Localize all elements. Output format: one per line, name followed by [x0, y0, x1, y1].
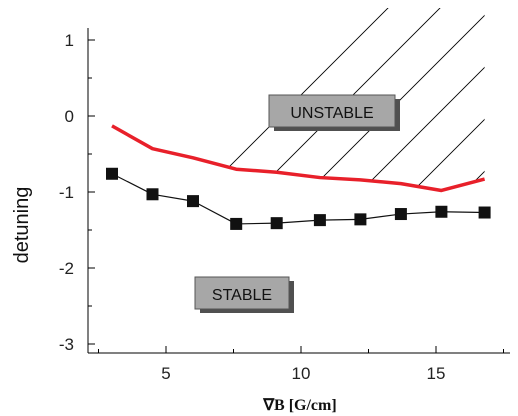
stable-label-box: STABLE	[194, 276, 294, 313]
y-tick-label: 0	[65, 107, 74, 126]
measured-data-line	[111, 173, 485, 225]
hatch-line	[135, 8, 485, 191]
hatch-line	[98, 8, 485, 191]
data-point-marker	[270, 217, 283, 230]
unstable-label-box: UNSTABLE	[268, 94, 400, 131]
data-point-marker	[313, 214, 326, 227]
x-tick-label: 5	[161, 364, 170, 383]
y-tick-label: -3	[59, 335, 74, 354]
data-point-marker	[187, 195, 199, 208]
data-series	[106, 124, 491, 230]
x-tick-label: 10	[292, 364, 311, 383]
stable-label: STABLE	[212, 287, 272, 304]
unstable-label: UNSTABLE	[290, 105, 373, 122]
data-point-marker	[478, 206, 491, 219]
hatch-line	[239, 8, 485, 191]
x-tick-label: 15	[427, 364, 446, 383]
data-point-marker	[230, 217, 243, 230]
hatch-line	[187, 8, 485, 191]
stability-boundary-line	[111, 124, 486, 193]
hatch-line	[500, 0, 518, 416]
data-point-marker	[106, 167, 118, 180]
hatch-line	[395, 8, 485, 191]
y-axis-title: detuning	[11, 187, 33, 264]
y-tick-label: 1	[65, 31, 74, 50]
x-axis-title: ∇B [G/cm]	[262, 397, 336, 414]
data-point-marker	[435, 205, 448, 218]
data-point-marker	[354, 213, 367, 226]
hatch-line	[98, 8, 449, 191]
data-point-marker	[394, 208, 407, 221]
hatch-line	[98, 8, 397, 191]
y-tick-label: -2	[59, 259, 74, 278]
y-tick-label: -1	[59, 183, 74, 202]
hatch-line	[343, 8, 485, 191]
data-point-marker	[146, 188, 159, 201]
